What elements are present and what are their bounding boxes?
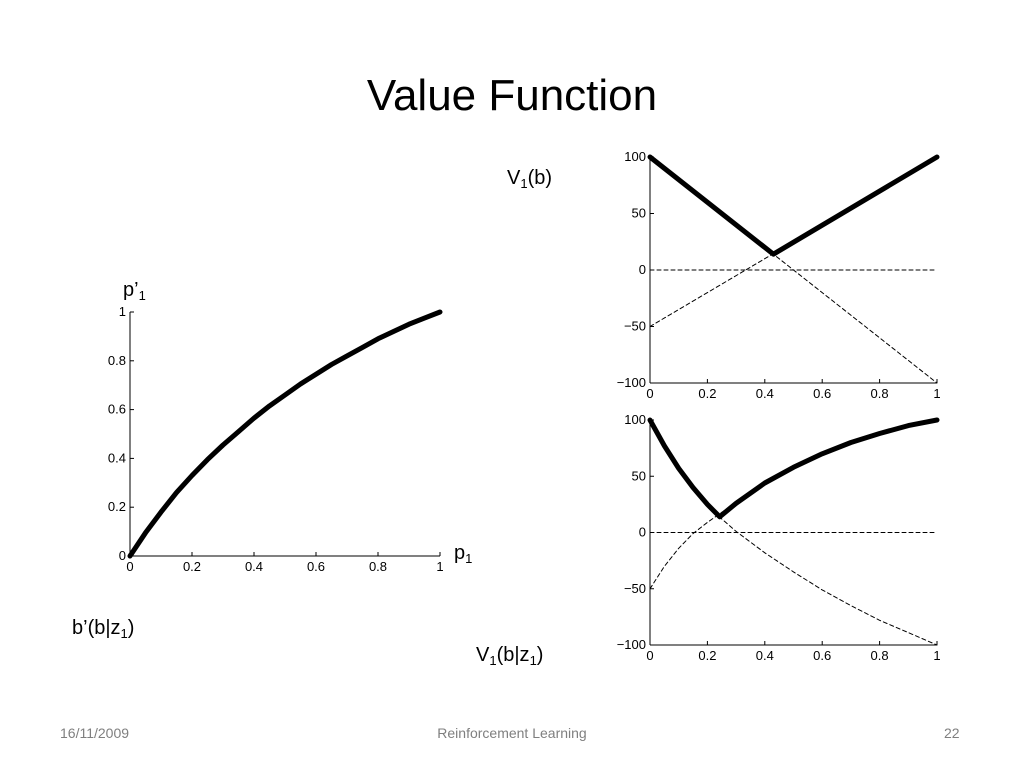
x-tick-label: 1 [933,648,940,663]
y-tick-label: 1 [119,304,126,319]
value-series-line [127,309,443,559]
v1-b-z1-label: V1(b|z1) [476,644,544,668]
footer-date: 16/11/2009 [60,725,130,741]
y-tick-label: 0.8 [108,353,126,368]
y-tick-label: −50 [624,319,646,334]
footer-page-number: 22 [944,725,960,741]
y-tick-label: −100 [617,375,646,390]
dashed-series-line [649,419,938,590]
y-tick-label: 0 [639,525,646,540]
x-tick-label: 0.4 [245,559,263,574]
v1-b-label: V1(b) [507,167,553,191]
y-tick-label: −100 [617,637,646,652]
y-tick-label: 100 [624,412,646,427]
y-tick-label: 0.6 [108,402,126,417]
x-tick-label: 0.2 [698,386,716,401]
x-tick-label: 0.2 [183,559,201,574]
value-series-line [647,154,940,257]
p1-prime-label: p’1 [123,279,146,303]
x-tick-label: 0.4 [756,386,774,401]
chart-value-top: 0 0.2 0.4 0.6 0.8 1 −100 −50 0 50 100 [617,149,941,401]
value-series-line [647,417,940,520]
x-tick-label: 0.8 [369,559,387,574]
x-tick-label: 0.6 [813,648,831,663]
y-tick-label: 50 [632,468,646,483]
x-tick-label: 0 [126,559,133,574]
y-tick-label: 0 [639,262,646,277]
dashed-series-line [649,419,938,646]
x-tick-label: 1 [933,386,940,401]
y-tick-label: −50 [624,581,646,596]
y-tick-label: 100 [624,149,646,164]
x-tick-label: 0 [646,386,653,401]
y-tick-label: 0 [119,548,126,563]
x-tick-label: 0.4 [756,648,774,663]
p1-label: p1 [454,542,473,566]
slide-title: Value Function [366,71,658,120]
dashed-series-line [649,156,938,327]
b-prime-label: b’(b|z1) [72,617,135,641]
chart-value-bottom: 0 0.2 0.4 0.6 0.8 1 −100 −50 0 50 100 [617,412,941,663]
footer-topic: Reinforcement Learning [437,725,587,741]
x-tick-label: 0.6 [307,559,325,574]
x-tick-label: 1 [436,559,443,574]
x-tick-label: 0 [646,648,653,663]
y-tick-label: 0.2 [108,499,126,514]
chart-belief-update: 0 0.2 0.4 0.6 0.8 1 0 0.2 0.4 0.6 0.8 1 [108,304,444,574]
x-tick-label: 0.8 [871,386,889,401]
x-tick-label: 0.6 [813,386,831,401]
y-tick-label: 50 [632,206,646,221]
x-tick-label: 0.8 [871,648,889,663]
x-tick-label: 0.2 [698,648,716,663]
y-tick-label: 0.4 [108,450,126,465]
